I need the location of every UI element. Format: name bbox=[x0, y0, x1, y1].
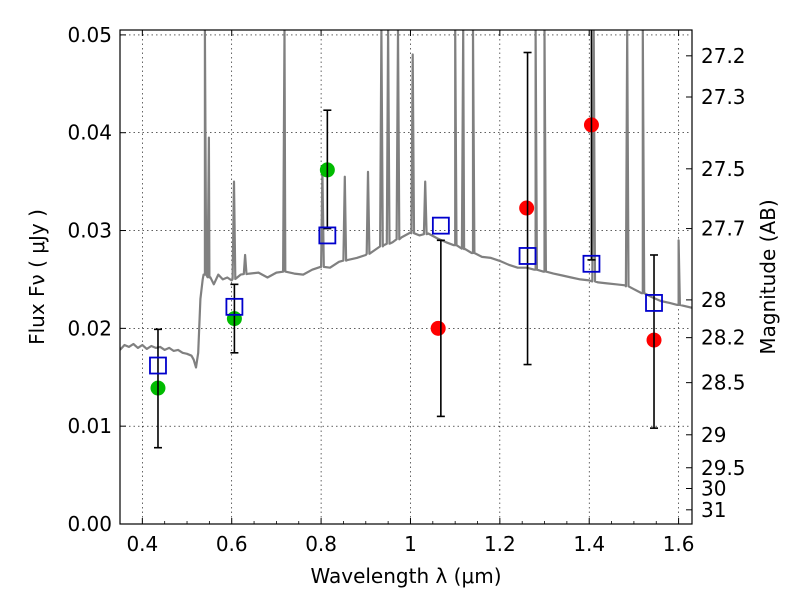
y-tick-label: 0.01 bbox=[67, 414, 112, 438]
right-tick-label: 29 bbox=[701, 423, 726, 447]
x-tick-label: 1.2 bbox=[484, 532, 516, 556]
plot-area bbox=[120, 30, 692, 449]
right-tick-label: 27.5 bbox=[701, 157, 746, 181]
model-flux-square bbox=[518, 247, 537, 265]
model-flux-square bbox=[318, 226, 337, 245]
red-data-point bbox=[519, 200, 535, 216]
y-tick-label: 0.02 bbox=[67, 316, 112, 340]
right-tick-label: 28 bbox=[701, 288, 726, 312]
right-tick-label: 30 bbox=[701, 476, 726, 500]
model-flux-square bbox=[645, 294, 663, 312]
model-flux-square bbox=[431, 216, 450, 235]
axes: 0.4 0.6 0.8 1 1.2 1.4 1.6 0.00 0.01 0.02 0.03 0.04 0… bbox=[67, 23, 745, 556]
model-flux-square bbox=[225, 297, 244, 316]
right-tick-label: 28.2 bbox=[701, 326, 746, 350]
right-tick-label: 27.2 bbox=[701, 44, 746, 68]
right-tick-label: 28.5 bbox=[701, 371, 746, 395]
x-tick-label: 1.6 bbox=[663, 532, 695, 556]
right-tick-label: 29.5 bbox=[701, 456, 746, 480]
model-flux-square bbox=[149, 356, 167, 375]
x-tick-label: 0.8 bbox=[305, 532, 337, 556]
right-tick-label: 27.7 bbox=[701, 217, 746, 241]
right-tick-label: 31 bbox=[701, 498, 726, 522]
red-data-point bbox=[430, 320, 446, 336]
plot-frame bbox=[119, 29, 693, 525]
y-axis-title: Flux Fν ( μJy ) bbox=[25, 209, 49, 345]
y-tick-label: 0.03 bbox=[67, 219, 112, 243]
y-tick-label: 0.05 bbox=[67, 23, 112, 47]
right-axis-title: Magnitude (AB) bbox=[756, 199, 780, 354]
x-tick-label: 0.6 bbox=[216, 532, 248, 556]
model-flux-square bbox=[582, 254, 601, 273]
y-tick-label: 0.04 bbox=[67, 121, 112, 145]
x-tick-label: 0.4 bbox=[126, 532, 158, 556]
model-spectrum-line bbox=[120, 30, 692, 369]
x-axis-title: Wavelength λ (μm) bbox=[310, 564, 501, 588]
x-tick-label: 1 bbox=[404, 532, 417, 556]
x-tick-label: 1.4 bbox=[573, 532, 605, 556]
y-tick-label: 0.00 bbox=[67, 512, 112, 536]
right-tick-label: 27.3 bbox=[701, 85, 746, 109]
